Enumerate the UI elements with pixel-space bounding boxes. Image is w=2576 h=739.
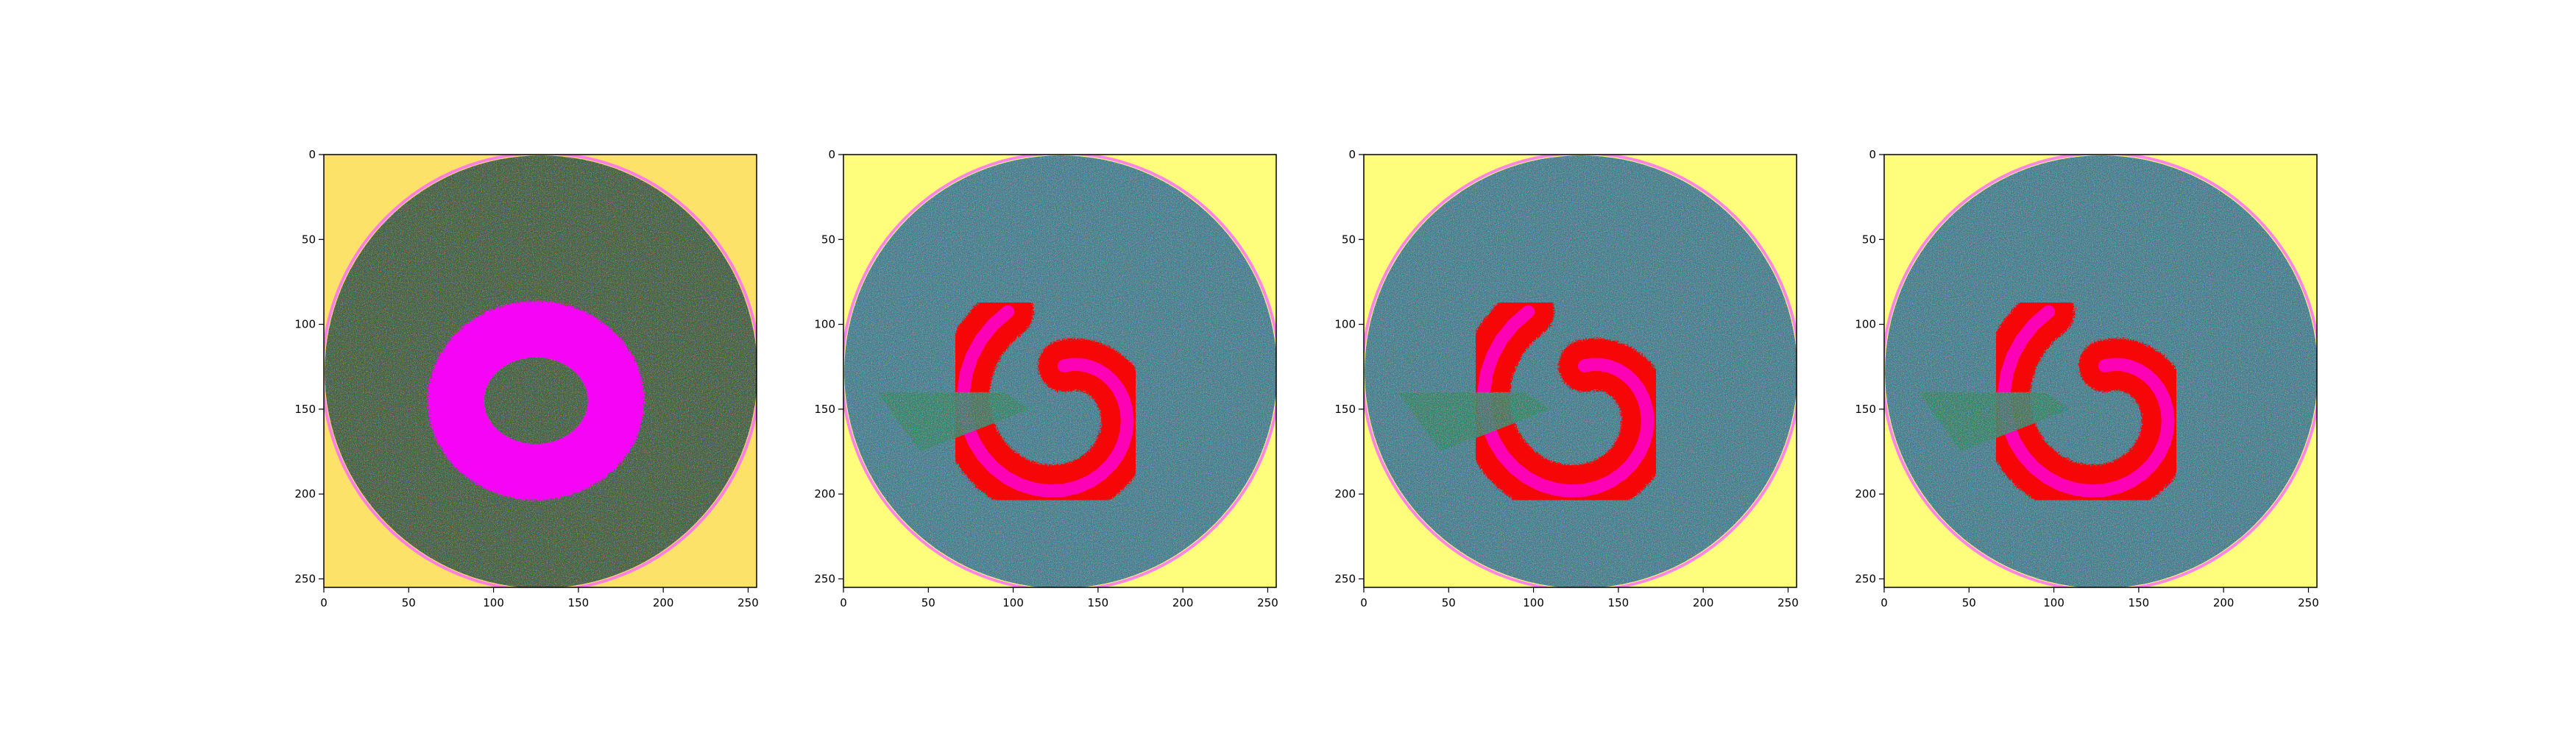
y-tick-label: 0 bbox=[1869, 148, 1876, 161]
y-tick-label: 0 bbox=[828, 148, 835, 161]
y-tick-label: 150 bbox=[814, 403, 835, 416]
x-tick-label: 250 bbox=[1257, 596, 1278, 609]
x-tick-label: 50 bbox=[402, 596, 416, 609]
y-tick-label: 250 bbox=[1334, 572, 1356, 585]
x-tick-label: 100 bbox=[1523, 596, 1544, 609]
y-tick-label: 0 bbox=[308, 148, 316, 161]
y-tick-label: 100 bbox=[1334, 318, 1356, 331]
axes-frame bbox=[1883, 154, 2318, 588]
y-tick-label: 50 bbox=[1862, 233, 1876, 246]
x-tick-label: 150 bbox=[568, 596, 590, 609]
y-tick-label: 150 bbox=[1334, 403, 1356, 416]
image-area bbox=[324, 155, 757, 587]
image-area bbox=[843, 155, 1276, 587]
y-tick-label: 150 bbox=[1855, 403, 1876, 416]
y-tick-label: 150 bbox=[294, 403, 316, 416]
x-tick-label: 150 bbox=[1608, 596, 1630, 609]
x-tick-label: 100 bbox=[2043, 596, 2064, 609]
x-tick-label: 0 bbox=[1880, 596, 1888, 609]
feature-tongue bbox=[877, 392, 1030, 452]
y-tick-label: 100 bbox=[814, 318, 835, 331]
feature-tongue bbox=[1918, 392, 2071, 452]
x-tick-label: 200 bbox=[1693, 596, 1714, 609]
axes-frame bbox=[1363, 154, 1797, 588]
y-tick-label: 250 bbox=[1855, 572, 1876, 585]
x-tick-label: 0 bbox=[320, 596, 328, 609]
x-tick-label: 150 bbox=[2129, 596, 2150, 609]
axes-frame bbox=[323, 154, 757, 588]
y-tick-label: 250 bbox=[814, 572, 835, 585]
x-tick-label: 100 bbox=[483, 596, 504, 609]
x-tick-label: 200 bbox=[653, 596, 674, 609]
y-tick-label: 50 bbox=[821, 233, 835, 246]
y-tick-label: 50 bbox=[1342, 233, 1356, 246]
y-tick-label: 0 bbox=[1348, 148, 1356, 161]
x-tick-label: 200 bbox=[2213, 596, 2234, 609]
panel-1: 0 50 100 150 200 250 0 50 100 150 200 250 bbox=[294, 148, 759, 609]
y-tick-label: 50 bbox=[302, 233, 316, 246]
image-area bbox=[1884, 155, 2317, 587]
y-tick-label: 200 bbox=[1334, 487, 1356, 501]
feature-ring-hole bbox=[484, 357, 588, 445]
x-tick-label: 200 bbox=[1172, 596, 1194, 609]
x-tick-label: 50 bbox=[1962, 596, 1976, 609]
x-tick-label: 100 bbox=[1002, 596, 1024, 609]
y-tick-label: 200 bbox=[294, 487, 316, 501]
feature-tongue bbox=[1398, 392, 1551, 452]
panel-2: 0 50 100 150 200 250 0 50 100 150 200 250 bbox=[814, 148, 1278, 609]
x-tick-label: 0 bbox=[1360, 596, 1367, 609]
x-tick-label: 250 bbox=[2298, 596, 2319, 609]
x-tick-label: 0 bbox=[840, 596, 847, 609]
y-tick-label: 200 bbox=[1855, 487, 1876, 501]
x-tick-label: 250 bbox=[737, 596, 759, 609]
x-tick-label: 250 bbox=[1777, 596, 1799, 609]
y-tick-label: 200 bbox=[814, 487, 835, 501]
panel-4: 0 50 100 150 200 250 0 50 100 150 200 250 bbox=[1855, 148, 2319, 609]
y-tick-label: 100 bbox=[294, 318, 316, 331]
axes-frame bbox=[843, 154, 1277, 588]
x-tick-label: 150 bbox=[1088, 596, 1109, 609]
y-tick-label: 100 bbox=[1855, 318, 1876, 331]
image-area bbox=[1364, 155, 1797, 587]
panel-3: 0 50 100 150 200 250 0 50 100 150 200 250 bbox=[1334, 148, 1799, 609]
x-tick-label: 50 bbox=[921, 596, 935, 609]
y-tick-label: 250 bbox=[294, 572, 316, 585]
x-tick-label: 50 bbox=[1442, 596, 1456, 609]
